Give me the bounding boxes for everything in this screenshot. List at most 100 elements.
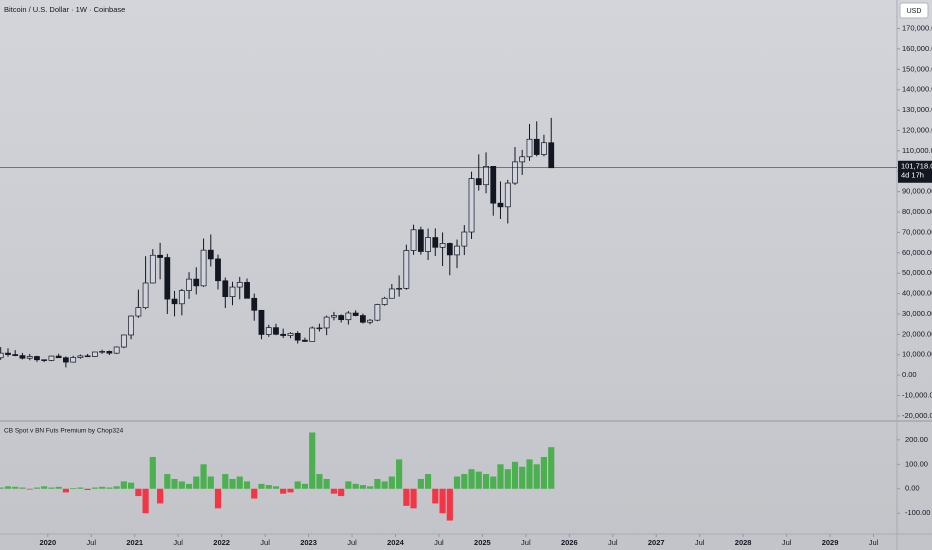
histogram-bar xyxy=(193,476,200,489)
candle-body xyxy=(446,243,453,256)
candle-body xyxy=(48,355,55,361)
candle-body xyxy=(338,315,345,321)
histogram-bar xyxy=(135,488,142,497)
candle-body xyxy=(309,327,316,342)
y-tick-label: 40,000.00 xyxy=(902,289,932,298)
histogram-bar xyxy=(142,488,149,514)
candle-body xyxy=(120,334,127,348)
histogram-bar xyxy=(301,483,308,489)
candle-body xyxy=(439,243,446,248)
histogram-bar xyxy=(258,483,265,489)
currency-label[interactable]: USD xyxy=(907,8,922,15)
histogram-bar xyxy=(55,486,62,489)
histogram-bar xyxy=(330,488,338,494)
candle-body xyxy=(483,166,489,186)
candle-body xyxy=(316,327,323,330)
candle-body xyxy=(157,254,163,258)
histogram-bar xyxy=(287,488,294,493)
candle-body xyxy=(504,182,511,208)
candle-body xyxy=(142,282,149,309)
histogram-bar xyxy=(446,488,453,521)
candle-body xyxy=(541,142,547,155)
histogram-bar xyxy=(548,447,555,489)
candle-body xyxy=(519,156,526,163)
histogram-bar xyxy=(91,487,98,489)
histogram-bar xyxy=(432,488,439,504)
histogram-bar xyxy=(149,456,156,489)
candle-body xyxy=(200,249,207,287)
y-tick-label: 170,000.00 xyxy=(902,24,932,33)
candle-body xyxy=(258,309,265,335)
y-tick-label: 110,000.00 xyxy=(902,146,932,155)
candle-body xyxy=(526,138,533,158)
candle-body xyxy=(512,161,518,184)
last-price-label: 101,718.04 xyxy=(901,162,932,171)
candle-body xyxy=(323,316,330,329)
candle-body xyxy=(41,359,48,361)
histogram-bar xyxy=(345,481,352,489)
x-tick-label: 2025 xyxy=(474,538,491,547)
x-tick-label: Jul xyxy=(347,538,357,547)
candle-body xyxy=(84,355,91,358)
y-tick-label: 20,000.00 xyxy=(902,329,932,338)
y-tick-label: -10,000.00 xyxy=(902,391,932,400)
histogram-bar xyxy=(265,485,272,489)
histogram-bar xyxy=(511,461,519,489)
histogram-bar xyxy=(243,481,251,489)
histogram-bar xyxy=(251,488,258,499)
candle-body xyxy=(374,304,381,321)
histogram-bar xyxy=(113,486,120,489)
histogram-bar xyxy=(214,488,222,509)
histogram-bar xyxy=(540,456,548,489)
indicator-title: CB Spot v BN Futs Premium by Chop324 xyxy=(4,428,124,435)
histogram-bar xyxy=(482,474,490,489)
countdown-label: 4d 17h xyxy=(901,171,924,180)
histogram-bar xyxy=(62,488,69,493)
candle-body xyxy=(381,297,388,305)
histogram-bar xyxy=(352,483,359,489)
x-tick-label: Jul xyxy=(782,538,792,547)
candle-body xyxy=(287,332,294,336)
histogram-bar xyxy=(367,486,374,489)
histogram-bar xyxy=(70,488,77,489)
candle-body xyxy=(215,258,221,282)
histogram-bar xyxy=(461,474,468,489)
histogram-bar xyxy=(388,476,395,489)
histogram-bar xyxy=(519,466,526,489)
y-tick-label: 0.00 xyxy=(902,370,917,379)
histogram-bar xyxy=(48,487,55,489)
candle-body xyxy=(149,254,156,284)
candle-body xyxy=(236,282,243,288)
candle-body xyxy=(533,138,540,155)
histogram-bar xyxy=(4,486,12,489)
y-tick-label: 10,000.00 xyxy=(902,350,932,359)
x-tick-label: 2022 xyxy=(213,538,230,547)
histogram-bar xyxy=(410,488,417,509)
candle-body xyxy=(34,356,40,361)
candle-body xyxy=(294,332,301,341)
histogram-bar xyxy=(468,469,475,489)
histogram-bar xyxy=(403,488,410,506)
candle-body xyxy=(128,315,134,336)
candle-body xyxy=(490,166,497,204)
histogram-bar xyxy=(475,471,482,489)
histogram-bar xyxy=(41,486,48,489)
y-tick-label: 140,000.00 xyxy=(902,85,932,94)
candle-body xyxy=(345,312,352,321)
x-tick-label: Jul xyxy=(173,538,183,547)
histogram-bar xyxy=(12,486,19,489)
histogram-bar xyxy=(164,474,171,489)
y-tick-label: 0.00 xyxy=(905,484,920,493)
candle-body xyxy=(425,237,431,252)
y-tick-label: -100.00 xyxy=(905,508,930,517)
histogram-bar xyxy=(453,476,461,489)
candle-body xyxy=(12,354,19,356)
last-price-box xyxy=(898,160,932,183)
histogram-bar xyxy=(120,481,127,489)
currency-button[interactable] xyxy=(899,2,929,19)
y-tick-label: 50,000.00 xyxy=(902,268,932,277)
histogram-bar xyxy=(338,488,345,497)
candle-body xyxy=(207,249,214,260)
candle-body xyxy=(106,351,113,354)
